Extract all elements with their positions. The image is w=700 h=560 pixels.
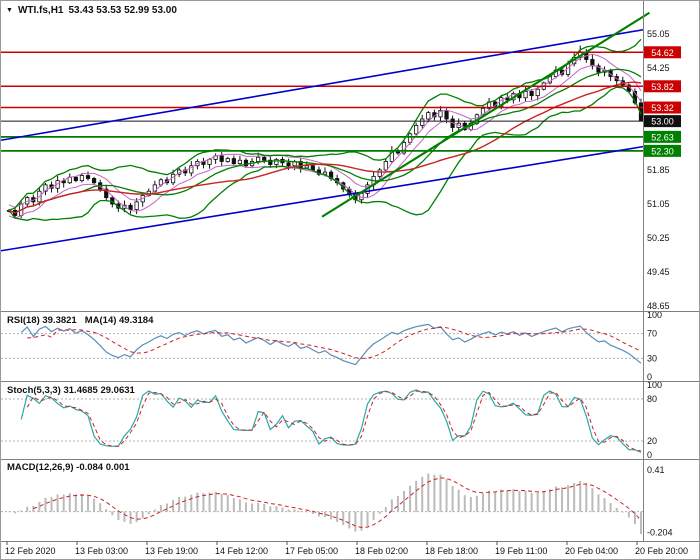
svg-text:48.65: 48.65	[647, 301, 670, 311]
price-level-badge: 53.00	[644, 115, 681, 128]
rsi-ma-line	[27, 326, 642, 359]
time-axis-label: 17 Feb 05:00	[285, 546, 339, 556]
price-level-badge: 52.30	[644, 144, 681, 157]
svg-text:49.45: 49.45	[647, 267, 670, 277]
rsi-ma-value-label: MA(14) 49.3184	[84, 315, 154, 326]
main-price-panel	[6, 38, 643, 222]
rsi-panel: 100 70 30 0	[1, 310, 662, 382]
symbol-period-label: WTI.fs,H1	[17, 5, 64, 16]
price-level-badge: 53.82	[644, 80, 681, 93]
stoch-indicator-label: Stoch(5,3,3) 31.4685 29.0631	[7, 385, 135, 396]
svg-text:80: 80	[647, 394, 657, 404]
price-level-badge: 52.63	[644, 130, 681, 143]
time-axis-label: 20 Feb 04:00	[565, 546, 619, 556]
time-axis-label: 12 Feb 2020	[5, 546, 56, 556]
rsi-indicator-label: RSI(18) 39.3821 MA(14) 49.3184	[7, 315, 153, 326]
svg-text:20: 20	[647, 436, 657, 446]
svg-text:-0.204: -0.204	[647, 527, 673, 537]
svg-text:53.32: 53.32	[651, 103, 674, 113]
ascending-channel-lower	[1, 145, 644, 252]
stoch-value-label: Stoch(5,3,3) 31.4685 29.0631	[7, 385, 135, 396]
svg-text:53.82: 53.82	[651, 82, 674, 92]
stochastic-panel: 100 80 20 0	[1, 380, 662, 460]
time-axis-label: 13 Feb 03:00	[75, 546, 129, 556]
svg-text:54.25: 54.25	[647, 63, 670, 73]
time-axis-label: 18 Feb 02:00	[355, 546, 409, 556]
svg-text:52.63: 52.63	[651, 132, 674, 142]
stoch-k-line	[20, 389, 642, 453]
svg-text:70: 70	[647, 329, 657, 339]
time-axis-label: 13 Feb 19:00	[145, 546, 199, 556]
ohlc-quote: 53.43 53.53 52.99 53.00	[68, 5, 177, 16]
macd-indicator-label: MACD(12,26,9) -0.084 0.001	[7, 462, 130, 473]
svg-text:100: 100	[647, 380, 662, 390]
svg-text:100: 100	[647, 310, 662, 320]
time-axis-label: 14 Feb 12:00	[215, 546, 269, 556]
svg-text:54.62: 54.62	[651, 48, 674, 58]
acceleration-trendline	[321, 11, 651, 218]
svg-text:55.05: 55.05	[647, 29, 670, 39]
time-scale[interactable]	[1, 542, 699, 559]
svg-text:0.41: 0.41	[647, 465, 665, 475]
horizontal-levels	[1, 51, 643, 152]
dropdown-arrow-icon[interactable]: ▼	[6, 7, 13, 14]
time-axis-label: 20 Feb 20:00	[635, 546, 689, 556]
chart-title: ▼ WTI.fs,H1 53.43 53.53 52.99 53.00	[6, 5, 177, 16]
ascending-channel-upper	[1, 28, 644, 142]
price-level-badge: 53.32	[644, 101, 681, 114]
candlestick-series	[6, 45, 643, 219]
time-axis-label: 19 Feb 11:00	[495, 546, 548, 556]
stoch-d-line	[26, 390, 642, 452]
price-level-badge: 54.62	[644, 46, 681, 59]
svg-text:0: 0	[647, 372, 652, 382]
bollinger-bands	[8, 38, 642, 222]
trendlines	[1, 11, 651, 252]
svg-text:30: 30	[647, 353, 657, 363]
svg-text:51.85: 51.85	[647, 165, 670, 175]
svg-text:51.05: 51.05	[647, 199, 670, 209]
rsi-value-label: RSI(18) 39.3821	[7, 315, 77, 326]
slow-ma-line	[8, 81, 642, 214]
price-scale[interactable]	[644, 1, 699, 541]
svg-text:52.30: 52.30	[651, 146, 674, 156]
macd-histogram	[8, 473, 642, 534]
macd-value-label: MACD(12,26,9) -0.084 0.001	[7, 462, 130, 473]
svg-text:0: 0	[647, 450, 652, 460]
macd-panel: 0.41 -0.204	[1, 465, 673, 537]
svg-text:53.00: 53.00	[651, 117, 674, 127]
svg-text:50.25: 50.25	[647, 233, 670, 243]
price-scale-labels: 55.05 54.25 51.85 51.05 50.25 49.45 48.65 54.62…	[644, 29, 681, 311]
time-axis-label: 18 Feb 18:00	[425, 546, 479, 556]
